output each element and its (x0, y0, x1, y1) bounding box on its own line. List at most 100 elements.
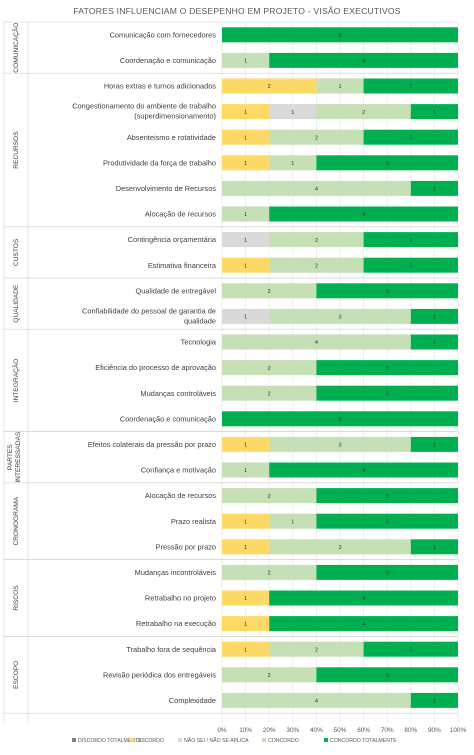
data-label: 1 (244, 315, 247, 321)
bar-segment (222, 308, 270, 324)
data-label: 1 (244, 263, 247, 269)
group-label: PARTES (7, 444, 14, 470)
data-label: 2 (268, 366, 271, 372)
data-label: 1 (244, 519, 247, 525)
x-tick-label: 50% (334, 727, 347, 734)
data-label: 3 (386, 519, 389, 525)
data-label: 1 (244, 238, 247, 244)
row-label: Mudanças incontroláveis (135, 568, 217, 577)
chart-title: FATORES INFLUENCIAM O DESEPENHO EM PROJE… (73, 6, 400, 16)
row-label: Confiança e motivação (141, 466, 216, 475)
data-label: 3 (386, 494, 389, 500)
legend-swatch (324, 738, 328, 742)
data-label: 3 (338, 443, 341, 449)
x-tick-label: 30% (286, 727, 299, 734)
bar-segment (316, 104, 411, 120)
legend-label: DISCORDO TOTALMENTE (78, 738, 142, 744)
data-label: 1 (244, 135, 247, 141)
data-label: 1 (244, 443, 247, 449)
data-label: 2 (362, 110, 365, 116)
bar-segment (316, 385, 458, 401)
data-label: 4 (362, 212, 365, 218)
bar-segment (269, 641, 364, 657)
data-label: 4 (315, 699, 318, 705)
bar-segment (316, 283, 458, 299)
data-label: 2 (315, 647, 318, 653)
data-label: 2 (315, 238, 318, 244)
data-label: 3 (338, 315, 341, 321)
data-label: 2 (268, 391, 271, 397)
x-tick-label: 90% (428, 727, 441, 734)
data-label: 4 (362, 468, 365, 474)
bar-segment (222, 590, 270, 606)
data-label: 2 (268, 571, 271, 577)
legend-swatch (72, 738, 76, 742)
legend-swatch (178, 738, 182, 742)
bar-segment (316, 564, 458, 580)
row-label: Mudanças controláveis (140, 389, 216, 398)
row-label: Efeitos colaterais da pressão por prazo (88, 440, 216, 449)
bar-segment (222, 334, 411, 350)
bar-segment (410, 692, 458, 708)
row-label: Coordenação e comunicação (120, 414, 216, 423)
bar-segment (222, 641, 270, 657)
group-label-cont: INTERESSADAS (15, 431, 22, 483)
data-label: 1 (433, 110, 436, 116)
bar-segment (410, 539, 458, 555)
bar-segment (269, 590, 458, 606)
data-label: 1 (291, 110, 294, 116)
data-label: 1 (433, 315, 436, 321)
bar-segment (222, 488, 317, 504)
bar-segment (316, 155, 458, 171)
bar-segment (269, 52, 458, 68)
row-label: Absenteismo e rotatividade (127, 133, 216, 142)
bar-segment (316, 78, 364, 94)
data-label: 1 (244, 622, 247, 628)
bar-segment (410, 436, 458, 452)
row-label: Estimativa financeira (148, 261, 217, 270)
data-label: 1 (244, 468, 247, 474)
bar-segment (222, 360, 317, 376)
row-label: Prazo realista (171, 517, 217, 526)
bar-segment (363, 257, 458, 273)
row-label: Congestionamento do ambiente de trabalho (72, 102, 216, 111)
bar-segment (269, 257, 364, 273)
bar-segment (222, 283, 317, 299)
group-label: ESCOPO (13, 661, 20, 689)
data-label: 3 (338, 545, 341, 551)
bar-segment (222, 564, 317, 580)
x-tick-label: 80% (404, 727, 417, 734)
bar-segment (269, 436, 411, 452)
data-label: 1 (433, 443, 436, 449)
bar-segment (222, 129, 270, 145)
bar-segment (222, 257, 270, 273)
group-label: INTEGRAÇÃO (11, 359, 20, 403)
data-label: 3 (386, 571, 389, 577)
data-label: 1 (433, 187, 436, 193)
x-tick-label: 20% (263, 727, 276, 734)
bar-segment (269, 129, 364, 145)
bar-segment (269, 155, 317, 171)
row-label: Complexidade (169, 696, 216, 705)
x-tick-label: 70% (381, 727, 394, 734)
data-label: 1 (433, 699, 436, 705)
legend-label: CONCORDO (268, 738, 299, 744)
bar-segment (222, 155, 270, 171)
bar-segment (363, 641, 458, 657)
bar-segment (410, 104, 458, 120)
bar-segment (316, 513, 458, 529)
x-tick-label: 40% (310, 727, 323, 734)
x-tick-label: 60% (357, 727, 370, 734)
bar-segment (410, 180, 458, 196)
bar-segment (222, 539, 270, 555)
bar-segment (410, 334, 458, 350)
bar-segment (363, 232, 458, 248)
bar-segment (363, 129, 458, 145)
row-label: Horas extras e turnos adicionados (104, 82, 216, 91)
x-tick-label: 100% (450, 727, 467, 734)
row-label: Confiabilidade do pessoal de garantia de (82, 306, 216, 315)
data-label: 2 (268, 289, 271, 295)
row-label: Alocação de recursos (145, 210, 216, 219)
